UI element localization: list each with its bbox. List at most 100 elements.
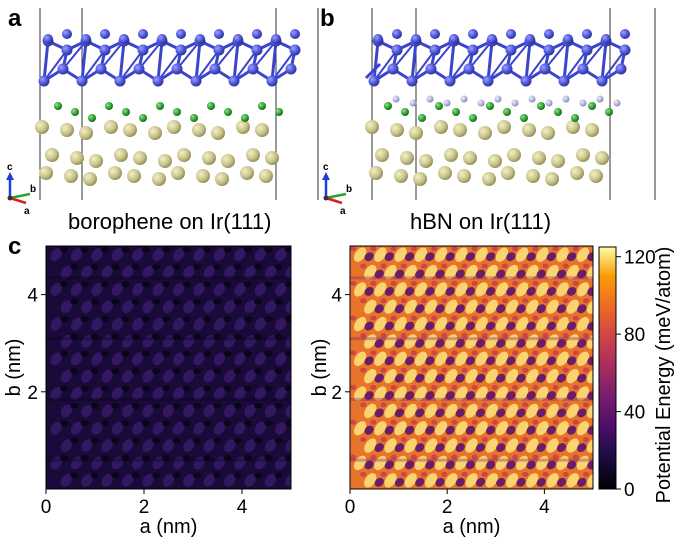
heatmap-cell bbox=[370, 280, 377, 286]
heatmap-cell bbox=[471, 280, 478, 286]
heatmap-cell bbox=[370, 385, 377, 391]
heatmap-cell bbox=[425, 252, 435, 262]
heatmap-cell bbox=[233, 298, 242, 305]
ir-atom bbox=[400, 151, 414, 165]
heatmap-cell bbox=[111, 456, 124, 470]
boron-atom bbox=[501, 63, 513, 75]
heatmap-cell bbox=[465, 334, 478, 349]
ir-atom bbox=[482, 172, 496, 186]
boron-atom bbox=[81, 34, 91, 44]
heatmap-cell bbox=[213, 456, 226, 470]
heatmap-cell bbox=[583, 402, 589, 408]
heatmap-cell bbox=[254, 472, 263, 479]
heatmap-cell bbox=[546, 438, 559, 453]
heatmap-band bbox=[350, 397, 593, 401]
heatmap-cell bbox=[101, 420, 110, 427]
heatmap-cell bbox=[172, 352, 185, 366]
heatmap-cell bbox=[465, 356, 475, 366]
heatmap-cell bbox=[152, 298, 161, 305]
heatmap-cell bbox=[360, 298, 367, 304]
boron-atom bbox=[251, 44, 263, 56]
heatmap-cell bbox=[172, 264, 181, 271]
heatmap-cell bbox=[244, 473, 256, 487]
heatmap-cell bbox=[162, 439, 175, 453]
heatmap-cell bbox=[552, 419, 559, 425]
ir-atom bbox=[488, 154, 502, 168]
boron-atom bbox=[61, 44, 73, 56]
heatmap-cell bbox=[50, 456, 62, 470]
heatmap-cell bbox=[572, 350, 579, 356]
heatmap-cell bbox=[203, 300, 216, 314]
heatmap-cell bbox=[50, 387, 62, 400]
heatmap-cell bbox=[434, 316, 448, 332]
heatmap-cell bbox=[536, 269, 546, 279]
n-atom bbox=[409, 99, 417, 107]
heatmap-cell bbox=[556, 386, 569, 401]
heatmap-cell bbox=[374, 316, 387, 332]
heatmap-cell bbox=[374, 408, 384, 418]
heatmap-cell bbox=[465, 425, 475, 435]
heatmap-cell bbox=[546, 299, 559, 314]
heatmap-cell bbox=[213, 298, 222, 305]
heatmap-cell bbox=[101, 473, 113, 487]
heatmap-cell bbox=[70, 333, 79, 340]
axis-triad-a: c b a bbox=[6, 162, 36, 217]
heatmap-cell bbox=[142, 265, 154, 279]
heatmap-cell bbox=[526, 264, 539, 280]
heatmap-cell bbox=[264, 473, 277, 487]
heatmap-cell bbox=[141, 385, 150, 392]
heatmap-cell bbox=[532, 350, 539, 356]
heatmap-cell bbox=[81, 265, 93, 279]
heatmap-cell bbox=[424, 438, 438, 453]
heatmap-cell bbox=[425, 460, 435, 470]
heatmap-cell bbox=[491, 280, 498, 286]
heatmap-cell bbox=[192, 402, 201, 409]
heatmap-cell bbox=[424, 403, 438, 419]
top-atom bbox=[173, 108, 181, 116]
boron-atom bbox=[430, 29, 440, 39]
heatmap-cell bbox=[556, 455, 569, 471]
heatmap-cell bbox=[360, 402, 367, 408]
heatmap-cell bbox=[233, 402, 242, 409]
heatmap-cell bbox=[461, 298, 468, 304]
boron-atoms-b bbox=[368, 29, 631, 87]
heatmap-cell bbox=[471, 315, 478, 321]
n-atom bbox=[426, 95, 434, 103]
heatmap-cell bbox=[213, 352, 226, 366]
ir-atom bbox=[171, 166, 185, 180]
heatmap-cell bbox=[414, 421, 428, 436]
top-atom bbox=[520, 114, 528, 122]
heatmap-cell bbox=[567, 321, 577, 331]
heatmap-cell bbox=[111, 248, 124, 262]
boron-atom bbox=[543, 44, 555, 56]
heatmap-cell bbox=[486, 252, 496, 262]
heatmap-cell bbox=[394, 269, 405, 279]
heatmap-cell bbox=[203, 265, 216, 279]
heatmap-cell bbox=[491, 315, 498, 321]
boron-atom bbox=[157, 34, 167, 44]
ir-atom bbox=[35, 120, 49, 134]
heatmap-cell bbox=[486, 286, 496, 296]
heatmap-cell bbox=[394, 455, 407, 471]
heatmap-cell bbox=[353, 455, 367, 471]
heatmap-cell bbox=[142, 369, 154, 383]
heatmap-cell bbox=[546, 391, 556, 400]
heatmap-cell bbox=[264, 439, 277, 453]
heatmap-cell bbox=[70, 437, 79, 444]
heatmap-cell bbox=[350, 385, 357, 391]
heatmap-cell bbox=[400, 367, 407, 373]
heatmap-cell bbox=[213, 282, 226, 296]
heatmap-cell bbox=[566, 438, 579, 453]
heatmap-cell bbox=[536, 373, 546, 383]
heatmap-cell bbox=[295, 299, 303, 305]
heatmap-cell bbox=[475, 339, 486, 348]
heatmap-cell bbox=[162, 316, 171, 323]
heatmap-cell bbox=[203, 439, 216, 453]
heatmap-cell bbox=[390, 350, 397, 356]
heatmap-cell bbox=[80, 316, 89, 323]
heatmap-cell bbox=[121, 335, 134, 348]
heatmap-cell bbox=[295, 438, 303, 444]
heatmap-cell bbox=[465, 460, 475, 470]
top-atom bbox=[452, 108, 460, 116]
heatmap-cell bbox=[213, 437, 222, 444]
